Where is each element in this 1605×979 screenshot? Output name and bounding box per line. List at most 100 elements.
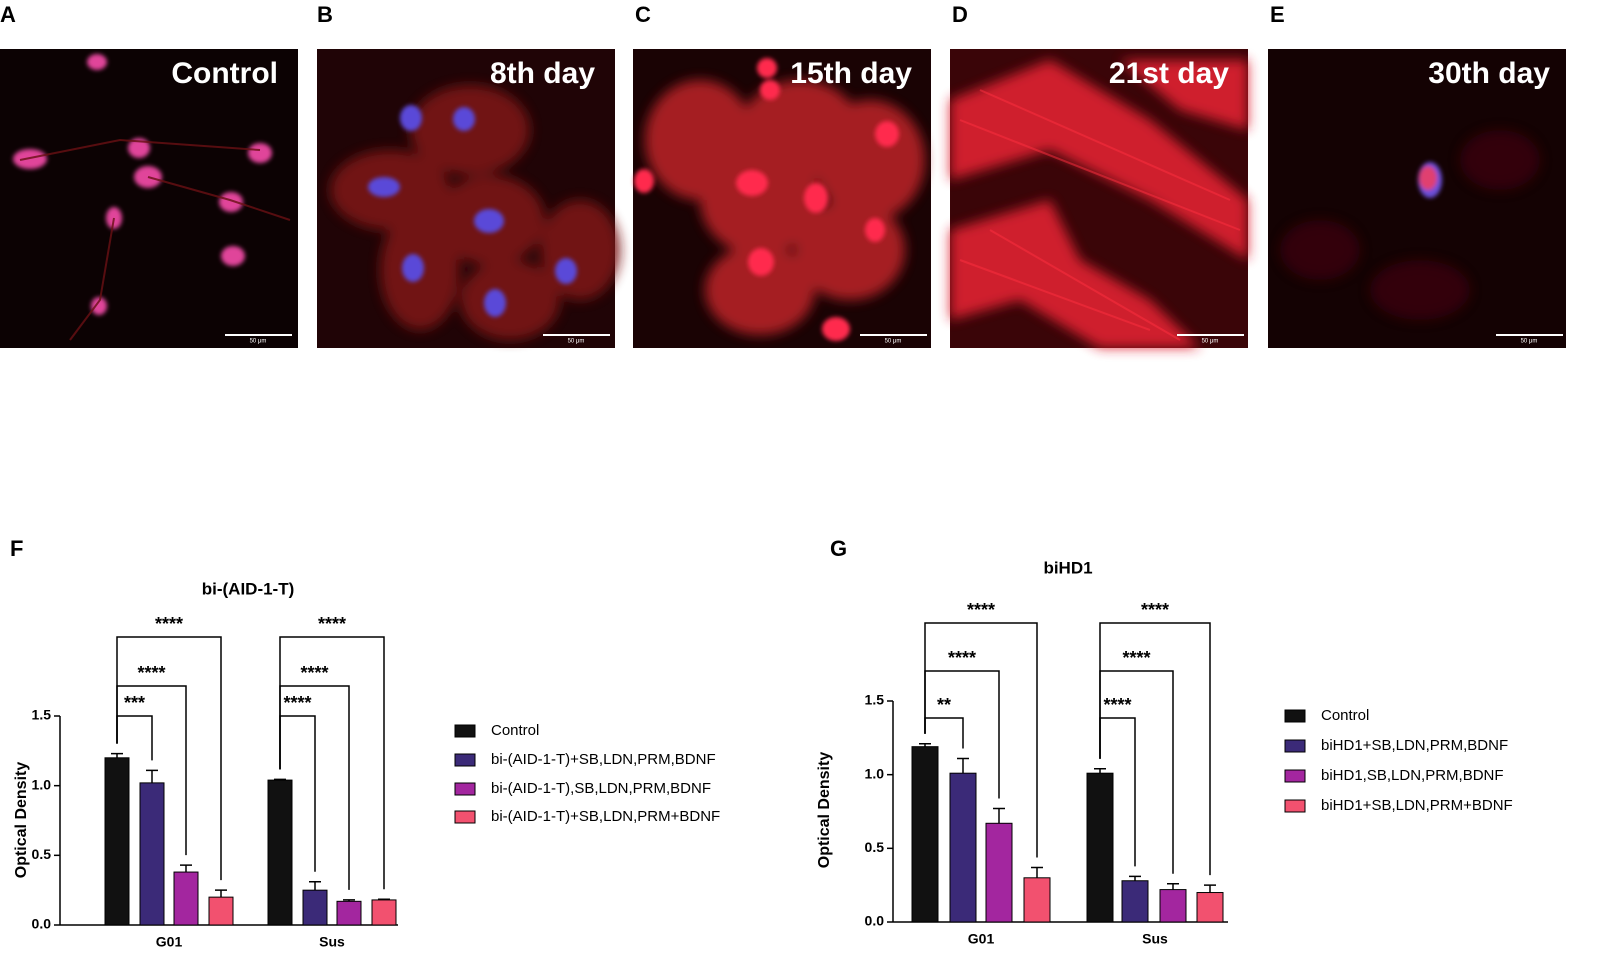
legend-label: Control <box>491 722 539 739</box>
chart-title: biHD1 <box>1043 558 1092 577</box>
legend-swatch <box>1284 739 1306 753</box>
legend-swatch <box>1284 709 1306 723</box>
bar <box>1196 892 1224 923</box>
y-tick-label: 0.5 <box>32 846 52 862</box>
error-bar <box>215 889 227 898</box>
x-tick-label: G01 <box>156 934 183 950</box>
error-bar <box>1167 882 1179 890</box>
significance-label: **** <box>155 614 183 634</box>
image-panel: 50 μm C 15th day <box>633 2 931 348</box>
significance-label: **** <box>1103 695 1131 715</box>
legend-swatch <box>454 810 476 824</box>
significance-bracket <box>116 636 222 881</box>
error-bar <box>919 742 931 747</box>
bar <box>139 782 165 926</box>
significance-bracket <box>924 622 1038 858</box>
bar <box>336 900 362 926</box>
significance-label: *** <box>124 693 145 713</box>
image-title: 30th day <box>1428 57 1550 90</box>
legend-swatch <box>454 753 476 767</box>
significance-label: **** <box>300 663 328 683</box>
image-title: 8th day <box>490 57 595 90</box>
error-bar <box>1094 768 1106 774</box>
panel-letter: E <box>1270 2 1285 27</box>
image-title: Control <box>171 57 278 90</box>
legend-swatch <box>454 782 476 796</box>
scale-bar-label: 50 μm <box>568 339 585 345</box>
error-bar <box>309 881 321 891</box>
chart-title: bi-(AID-1-T) <box>202 579 295 598</box>
panel-letter: D <box>952 2 968 27</box>
bar <box>949 772 977 923</box>
image-title: 15th day <box>790 57 912 90</box>
legend-label: biHD1+SB,LDN,PRM+BDNF <box>1321 797 1513 814</box>
image-panel: 50 μm A Control <box>0 2 298 348</box>
y-tick-label: 0.5 <box>865 839 885 855</box>
x-tick-label: G01 <box>968 931 995 947</box>
y-tick-label: 1.0 <box>865 765 885 781</box>
legend-label: bi-(AID-1-T),SB,LDN,PRM,BDNF <box>491 780 711 797</box>
panel-letter: G <box>830 536 847 561</box>
significance-label: ** <box>937 695 951 715</box>
scale-bar-label: 50 μm <box>250 339 267 345</box>
error-bar <box>1129 875 1141 881</box>
bar <box>1023 877 1051 923</box>
legend-label: bi-(AID-1-T)+SB,LDN,PRM+BDNF <box>491 808 720 825</box>
bar <box>911 746 939 923</box>
scale-bar-label: 50 μm <box>885 339 902 345</box>
legend-label: Control <box>1321 707 1369 724</box>
error-bar <box>378 898 390 900</box>
bar <box>267 779 293 926</box>
panel-letter: F <box>10 536 23 561</box>
image-title: 21st day <box>1109 57 1229 90</box>
significance-label: **** <box>1122 648 1150 668</box>
significance-label: **** <box>283 693 311 713</box>
bar <box>371 899 397 926</box>
panel-letter: B <box>317 2 333 27</box>
bar <box>1159 889 1187 923</box>
bar <box>985 822 1013 923</box>
error-bar <box>993 807 1005 824</box>
error-bar <box>111 752 123 758</box>
significance-label: **** <box>1141 600 1169 620</box>
y-axis-label: Optical Density <box>13 762 30 879</box>
legend-swatch <box>454 724 476 738</box>
image-panel: 50 μm B 8th day <box>317 2 620 348</box>
bar <box>208 896 234 926</box>
panel-letter: A <box>0 2 16 27</box>
y-tick-label: 1.0 <box>32 776 52 792</box>
error-bar <box>1204 884 1216 893</box>
x-tick-label: Sus <box>1142 931 1168 947</box>
legend-label: biHD1+SB,LDN,PRM,BDNF <box>1321 737 1508 754</box>
y-tick-label: 1.5 <box>32 707 52 723</box>
error-bar <box>957 757 969 774</box>
y-tick-label: 0.0 <box>32 916 52 932</box>
error-bar <box>180 864 192 873</box>
error-bar <box>343 899 355 902</box>
significance-label: **** <box>967 600 995 620</box>
error-bar <box>1031 866 1043 878</box>
significance-label: **** <box>318 614 346 634</box>
bar <box>173 871 199 926</box>
bar <box>1121 880 1149 923</box>
legend-swatch <box>1284 799 1306 813</box>
error-bar <box>274 778 286 781</box>
x-tick-label: Sus <box>319 934 345 950</box>
bar <box>302 889 328 926</box>
significance-label: **** <box>137 663 165 683</box>
significance-bracket <box>1099 622 1211 876</box>
bar <box>104 757 130 926</box>
scale-bar-label: 50 μm <box>1202 339 1219 345</box>
significance-label: **** <box>948 648 976 668</box>
legend-label: bi-(AID-1-T)+SB,LDN,PRM,BDNF <box>491 751 716 768</box>
panel-letter: C <box>635 2 651 27</box>
image-panel: 50 μm E 30th day <box>1268 2 1566 348</box>
y-tick-label: 1.5 <box>865 692 885 708</box>
y-tick-label: 0.0 <box>865 913 885 929</box>
error-bar <box>146 769 158 783</box>
significance-bracket <box>279 636 385 890</box>
legend-swatch <box>1284 769 1306 783</box>
image-panel: 50 μm D 21st day <box>950 2 1248 348</box>
